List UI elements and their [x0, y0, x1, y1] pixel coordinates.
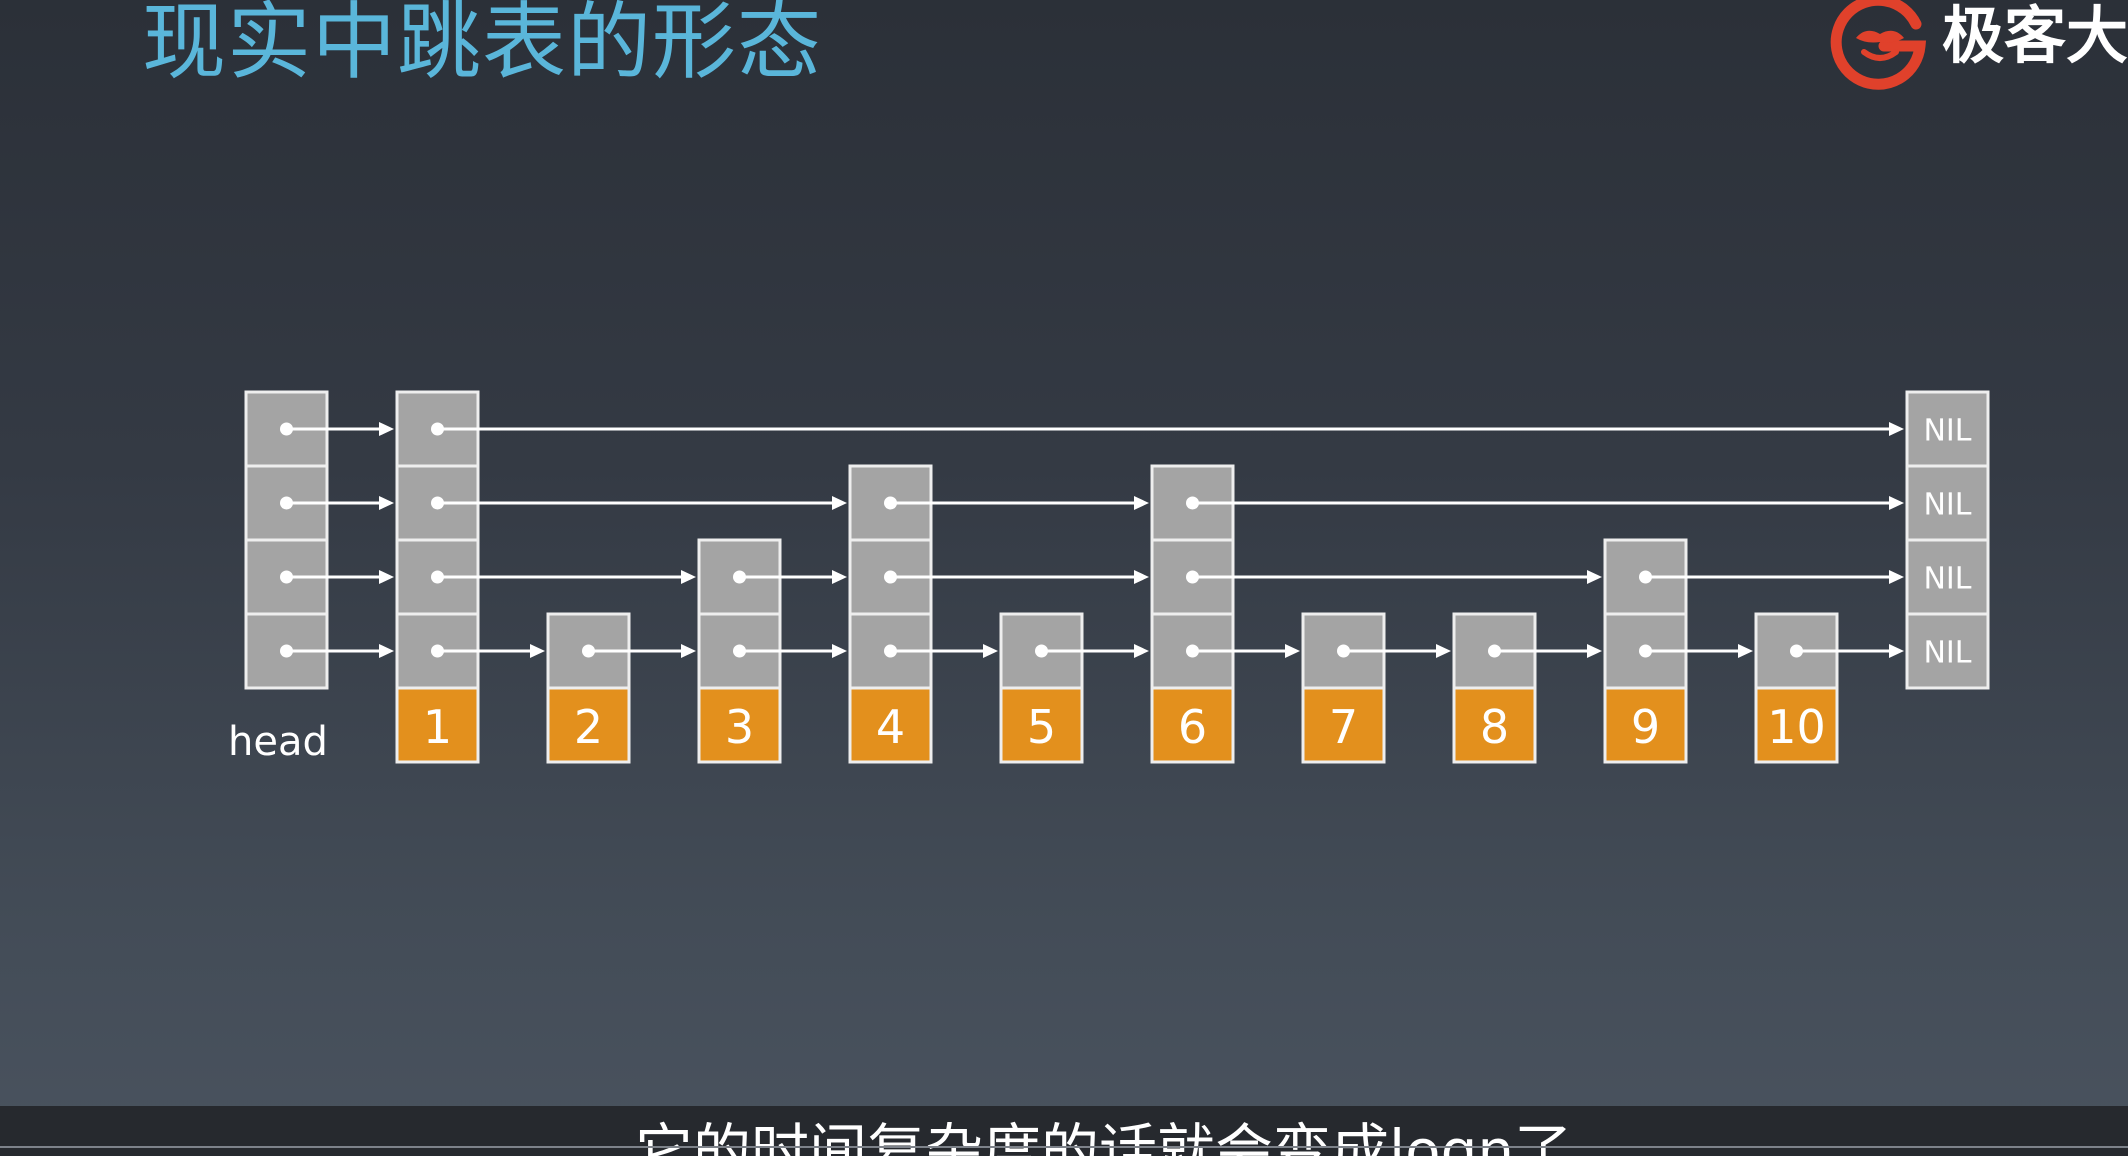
node-5-value-label: 5: [1027, 700, 1056, 754]
node-7-level-1-arrowhead: [1436, 644, 1451, 658]
node-10-level-1-pointer-dot: [1790, 644, 1803, 658]
node-9-level-1-pointer-dot: [1639, 644, 1652, 658]
node-9-level-2-pointer-dot: [1639, 570, 1652, 584]
geekbang-g-logo-icon: [1830, 0, 1927, 90]
node-4-value-cell: [848, 686, 933, 764]
node-8-level-1-arrowhead: [1587, 644, 1602, 658]
node-6-level-1-pointer-dot: [1186, 644, 1199, 658]
node-3-level-1-pointer-dot: [733, 644, 746, 658]
head-level-3-pointer-dot: [280, 496, 293, 510]
node-5-level-1-pointer-dot: [1035, 644, 1048, 658]
node-4-level-3-arrowhead: [1134, 496, 1149, 510]
node-1-level-2-arrowhead: [681, 570, 696, 584]
brand-logo: 极客大: [1828, 0, 2128, 90]
node-6-value-cell: [1150, 686, 1235, 764]
head-level-1-arrowhead: [379, 644, 394, 658]
node-7-value-cell: [1301, 686, 1386, 764]
node-4-value-label: 4: [876, 700, 905, 754]
node-1-level-1-pointer-dot: [431, 644, 444, 658]
nil-level-1-label: NIL: [1923, 636, 1971, 671]
node-2-level-1-pointer-dot: [582, 644, 595, 658]
nil-level-3-label: NIL: [1923, 488, 1971, 523]
node-8-level-1-pointer-dot: [1488, 644, 1501, 658]
node-2-value-cell: [546, 686, 631, 764]
node-5-level-1-arrowhead: [1134, 644, 1149, 658]
node-3-value-cell: [697, 686, 782, 764]
node-9-value-cell: [1603, 686, 1688, 764]
head-level-2-pointer-dot: [280, 570, 293, 584]
node-9-level-1-arrowhead: [1738, 644, 1753, 658]
node-6-level-2-pointer-dot: [1186, 570, 1199, 584]
node-1-value-label: 1: [423, 700, 452, 754]
node-1-level-4-pointer-dot: [431, 422, 444, 436]
node-3-level-2-arrowhead: [832, 570, 847, 584]
node-8-value-cell: [1452, 686, 1537, 764]
node-3-level-1-arrowhead: [832, 644, 847, 658]
node-10-level-1-cell: [1754, 612, 1839, 690]
node-3-level-2-pointer-dot: [733, 570, 746, 584]
node-1-level-3-pointer-dot: [431, 496, 444, 510]
node-5-value-cell: [999, 686, 1084, 764]
slide-title: 现实中跳表的形态: [142, 0, 823, 91]
node-7-value-label: 7: [1329, 700, 1358, 754]
nil-node-level-4-cell: [1905, 390, 1990, 468]
node-4-level-1-arrowhead: [983, 644, 998, 658]
head-label: head: [228, 719, 328, 765]
node-6-level-2-arrowhead: [1587, 570, 1602, 584]
head-level-4-pointer-dot: [280, 422, 293, 436]
node-6-level-3-pointer-dot: [1186, 496, 1199, 510]
node-1-level-1-arrowhead: [530, 644, 545, 658]
skip-list-diagram: head 1 2 3 4 5 6 7 8 9 10 NIL NIL NIL NIL: [228, 390, 1990, 765]
logo-text: 极客大: [1942, 2, 2128, 71]
node-6-level-3-arrowhead: [1889, 496, 1904, 510]
node-10-value-cell: [1754, 686, 1839, 764]
node-1-level-4-arrowhead: [1889, 422, 1904, 436]
node-6-value-label: 6: [1178, 700, 1207, 754]
node-7-level-1-pointer-dot: [1337, 644, 1350, 658]
node-10-level-1-arrowhead: [1889, 644, 1904, 658]
node-3-value-label: 3: [725, 700, 754, 754]
node-1-value-cell: [395, 686, 480, 764]
node-10-value-label: 10: [1767, 700, 1826, 754]
head-level-1-pointer-dot: [280, 644, 293, 658]
nil-level-4-label: NIL: [1923, 414, 1971, 449]
node-9-value-label: 9: [1631, 700, 1660, 754]
node-8-value-label: 8: [1480, 700, 1509, 754]
subtitle-bar: 它的时间复杂度的话就会变成logn了: [0, 1106, 2128, 1156]
head-level-4-arrowhead: [379, 422, 394, 436]
head-level-2-arrowhead: [379, 570, 394, 584]
nil-level-2-label: NIL: [1923, 562, 1971, 597]
node-9-level-2-arrowhead: [1889, 570, 1904, 584]
node-2-level-1-arrowhead: [681, 644, 696, 658]
node-4-level-2-arrowhead: [1134, 570, 1149, 584]
node-2-value-label: 2: [574, 700, 603, 754]
node-1-level-2-pointer-dot: [431, 570, 444, 584]
node-4-level-1-pointer-dot: [884, 644, 897, 658]
head-level-3-arrowhead: [379, 496, 394, 510]
node-4-level-3-pointer-dot: [884, 496, 897, 510]
subtitle-divider: [0, 1146, 2128, 1148]
subtitle-text: 它的时间复杂度的话就会变成logn了: [635, 1117, 1573, 1156]
node-4-level-2-pointer-dot: [884, 570, 897, 584]
node-6-level-1-arrowhead: [1285, 644, 1300, 658]
node-1-level-3-arrowhead: [832, 496, 847, 510]
